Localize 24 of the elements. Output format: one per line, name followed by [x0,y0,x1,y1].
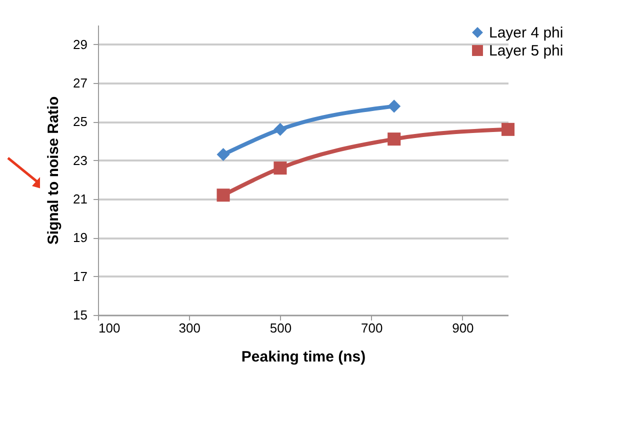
point [216,188,230,202]
y-tick-label: 17 [73,268,88,284]
point [501,122,515,136]
x-tick-label: 700 [360,320,383,336]
point [274,162,287,175]
x-tick-label: 900 [452,320,474,336]
x-tick-label: 500 [270,320,292,336]
y-tick-label: 25 [73,114,88,130]
legend-label: Layer 5 phi [489,42,564,60]
y-tick-label: 15 [73,308,88,322]
y-tick-label: 19 [73,230,88,246]
y-tick-label: 29 [73,36,88,52]
y-tick-label: 27 [73,76,88,90]
y-axis-title: Signal to noise Ratio [45,96,62,245]
point [388,100,401,113]
y-tick-label: 21 [73,192,88,206]
x-axis-title: Peaking time (ns) [241,348,366,366]
y-tick-label: 23 [73,152,88,168]
x-tick-label: 300 [178,320,200,336]
point [388,132,401,146]
point [274,122,287,136]
point [216,148,230,162]
x-tick-label: 100 [98,320,120,336]
legend-label: Layer 4 phi [489,24,564,42]
